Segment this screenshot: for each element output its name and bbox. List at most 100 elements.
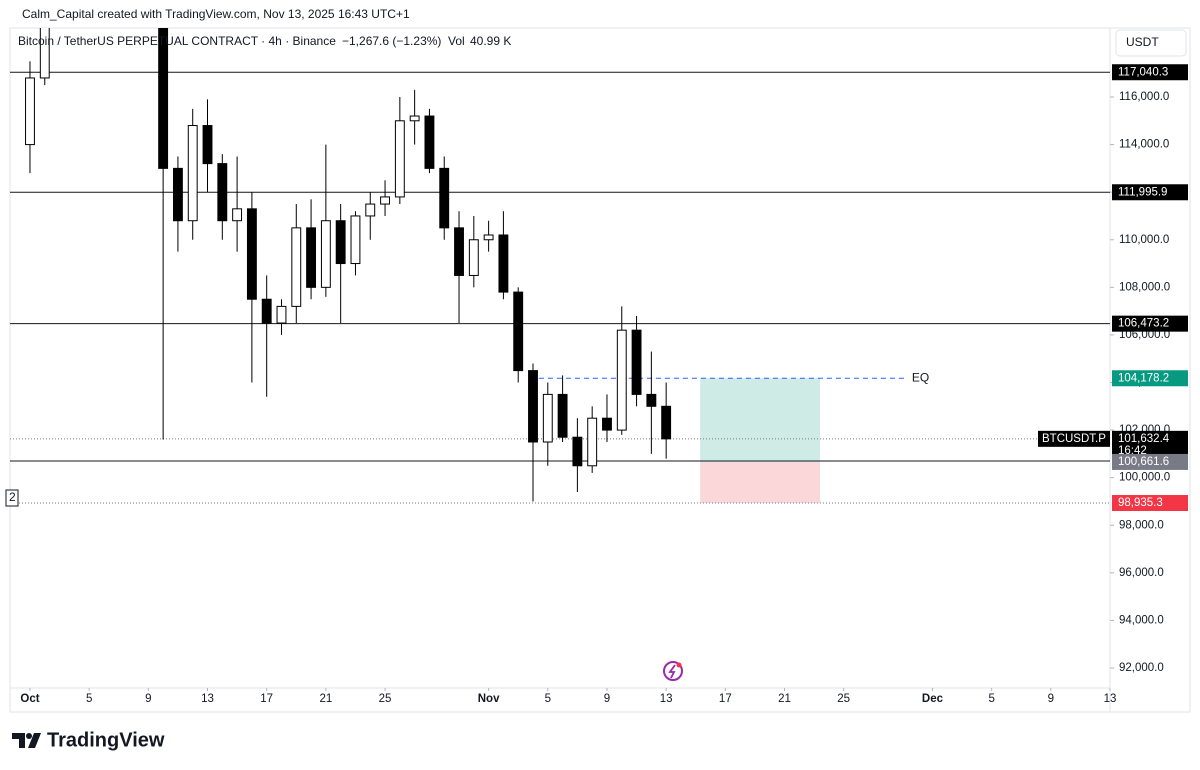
- candle-body: [542, 393, 553, 443]
- candle-body: [187, 125, 198, 222]
- candle-body: [158, 28, 169, 169]
- volume: 40.99 K: [470, 34, 511, 48]
- candle-body: [335, 220, 346, 265]
- level-label-box: [1112, 315, 1188, 332]
- x-tick-label: Nov: [478, 693, 500, 705]
- change: −1,267.6 (−1.23%): [342, 34, 441, 48]
- level-label: 117,040.3: [1118, 66, 1168, 78]
- x-tick-label: 17: [260, 693, 273, 705]
- candle-body: [498, 234, 509, 293]
- candle-body: [454, 227, 464, 276]
- x-tick-label: 13: [660, 693, 673, 705]
- candle-body: [246, 208, 257, 300]
- y-tick-label: 92,000.0: [1119, 662, 1164, 674]
- target-zone: [700, 378, 821, 462]
- symbol-tag-box: [1038, 430, 1110, 447]
- level-label-box: [1112, 184, 1188, 201]
- left-tag-box: [5, 489, 19, 507]
- candle-body: [276, 305, 287, 324]
- y-tick-label: 108,000.0: [1119, 281, 1170, 293]
- x-tick-label: 21: [319, 693, 332, 705]
- candle-body: [409, 115, 420, 122]
- y-tick-label: 106,000.0: [1119, 329, 1170, 341]
- candle-body: [528, 370, 538, 443]
- candle-body: [320, 220, 331, 288]
- credit: Calm_Capital created with TradingView.co…: [22, 7, 410, 21]
- x-tick-label: 9: [145, 693, 151, 705]
- candle-body: [306, 227, 317, 288]
- candle-body: [661, 405, 672, 440]
- candle-body: [55, 0, 64, 2]
- x-tick-label: 5: [988, 693, 994, 705]
- x-tick-label: 17: [719, 693, 732, 705]
- candle-body: [261, 298, 272, 324]
- candle-body: [202, 125, 213, 165]
- x-tick-label: 5: [545, 693, 551, 705]
- candle-body: [616, 329, 627, 431]
- x-tick-label: 13: [201, 693, 214, 705]
- stop-label-box: [1112, 495, 1188, 512]
- volume-label: Vol: [448, 34, 465, 48]
- x-tick-label: 25: [837, 693, 850, 705]
- candle-body: [557, 393, 568, 438]
- x-tick-label: 25: [379, 693, 392, 705]
- y-tick-label: 110,000.0: [1119, 234, 1169, 246]
- overlay: 92,000.0 94,000.0 96,000.0 98,000.0 100,000.…: [20, 64, 1188, 705]
- candle-body: [350, 215, 361, 265]
- level-label: 111,995.9: [1118, 186, 1167, 198]
- candle-body: [468, 239, 479, 276]
- y-tick-label: 98,000.0: [1119, 519, 1164, 531]
- candle-body: [587, 417, 598, 467]
- candle-body: [572, 436, 583, 467]
- level-label: 106,473.2: [1118, 318, 1169, 330]
- symbol: Bitcoin / TetherUS PERPETUAL CONTRACT · …: [18, 34, 336, 48]
- left-tag: 2: [9, 490, 16, 504]
- candle-body: [291, 227, 302, 307]
- candle-body: [25, 77, 35, 146]
- stop-zone: [700, 461, 821, 504]
- currency[interactable]: USDT: [1126, 35, 1159, 49]
- x-tick-label: 13: [1104, 693, 1117, 705]
- x-tick-label: 9: [1048, 693, 1054, 705]
- y-tick-label: 100,000.0: [1119, 472, 1170, 484]
- candle-body: [483, 234, 494, 241]
- x-tick-label: 5: [86, 693, 92, 705]
- countdown: 16:42: [1118, 445, 1147, 457]
- candle-body: [439, 167, 450, 229]
- current-label: 101,632.4: [1118, 433, 1170, 445]
- alert-icon[interactable]: [663, 661, 683, 681]
- candle-body: [602, 417, 612, 431]
- target-label-box: [1112, 370, 1188, 387]
- brand: TradingView: [47, 729, 165, 751]
- candle-body: [232, 208, 243, 222]
- y-tick-label: 116,000.0: [1119, 91, 1169, 103]
- candle-body: [39, 28, 50, 79]
- candle-body: [513, 291, 524, 372]
- candle-body: [646, 393, 657, 407]
- candle-body: [172, 167, 183, 222]
- candle-body: [217, 163, 228, 222]
- target-label: 104,178.2: [1118, 372, 1169, 384]
- brand-logo: [12, 733, 41, 748]
- eq-label: EQ: [912, 370, 929, 384]
- candle-body: [394, 120, 405, 198]
- frame: [9, 27, 1191, 713]
- candle-body: [380, 196, 390, 205]
- level-label-box: [1112, 64, 1188, 81]
- currency-box[interactable]: [1115, 29, 1187, 57]
- y-tick-label: 94,000.0: [1119, 614, 1164, 626]
- candle-body: [424, 115, 435, 169]
- y-tick-label: 96,000.0: [1119, 567, 1164, 579]
- entry-label-box: [1112, 453, 1188, 470]
- symbol-tag: BTCUSDT.P: [1042, 433, 1106, 445]
- y-tick-label: 114,000.0: [1119, 139, 1169, 151]
- x-tick-label: 9: [604, 693, 610, 705]
- plot: [10, 0, 1110, 504]
- x-tick-label: 21: [778, 693, 791, 705]
- x-tick-label: Dec: [922, 693, 944, 705]
- x-tick-label: Oct: [20, 693, 39, 705]
- candle-body: [365, 203, 376, 217]
- stop-label: 98,935.3: [1118, 497, 1163, 509]
